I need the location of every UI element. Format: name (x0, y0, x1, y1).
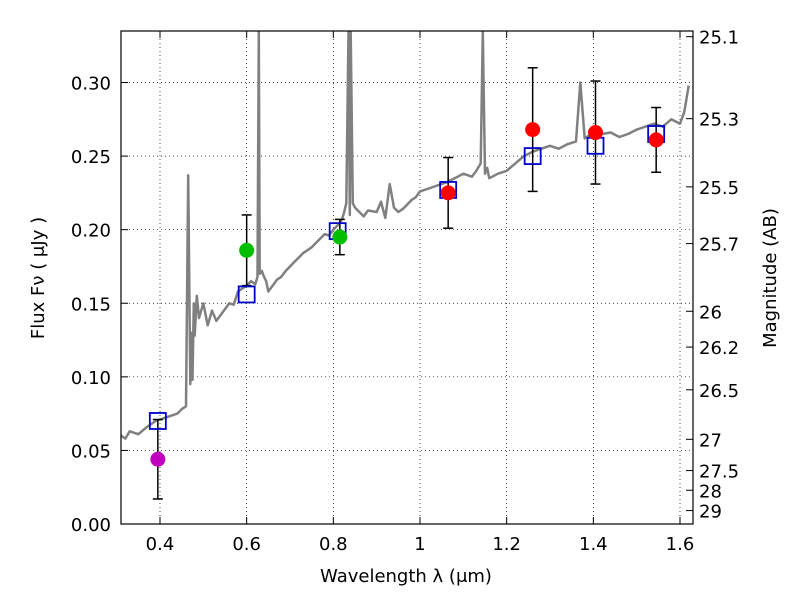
y2-tick-label: 25.7 (699, 235, 739, 256)
observed-point-marker (440, 185, 456, 201)
x-tick-label: 1 (414, 534, 425, 555)
y-tick-label: 0.15 (71, 294, 111, 315)
plot-frame (120, 30, 694, 525)
x-tick-label: 1.6 (666, 534, 695, 555)
y-tick-label: 0.10 (71, 368, 111, 389)
x-tick-label: 1.4 (579, 534, 608, 555)
y-axis-title: Flux Fν ( μJy ) (28, 217, 49, 339)
y2-tick-label: 25.5 (699, 178, 739, 199)
observed-point-marker (332, 229, 348, 245)
observed-point-marker (648, 132, 664, 148)
y2-axis-title: Magnitude (AB) (760, 208, 781, 348)
x-tick-label: 0.4 (146, 534, 175, 555)
x-axis-ticks: 0.4 0.6 0.8 1 1.2 1.4 1.6 (146, 31, 695, 555)
y2-tick-label: 25.3 (699, 110, 739, 131)
model-square-marker (523, 147, 542, 165)
model-square-marker (237, 285, 256, 304)
y-tick-label: 0.20 (71, 221, 111, 242)
y2-tick-label: 27.5 (699, 462, 739, 483)
model-spectrum-layer (120, 30, 690, 440)
y2-tick-label: 26.2 (699, 338, 739, 359)
y2-tick-label: 29 (699, 502, 722, 523)
y2-tick-label: 25.1 (699, 28, 739, 49)
y-tick-label: 0.30 (71, 74, 111, 95)
y2-tick-label: 26 (699, 302, 722, 323)
model-spectrum-line (120, 30, 690, 440)
x-tick-label: 1.2 (492, 534, 521, 555)
y-tick-label: 0.00 (71, 515, 111, 536)
grid-lines (121, 31, 693, 524)
y-tick-label: 0.05 (71, 441, 111, 462)
observed-point-marker (239, 242, 255, 258)
x-tick-label: 0.6 (232, 534, 261, 555)
observed-point-marker (525, 122, 541, 138)
x-axis-title: Wavelength λ (μm) (320, 566, 492, 587)
x-tick-label: 0.8 (319, 534, 348, 555)
observed-point-marker (150, 451, 166, 467)
y-tick-label: 0.25 (71, 147, 111, 168)
y2-tick-label: 27 (699, 430, 722, 451)
model-square-marker (148, 412, 167, 430)
data-markers (148, 122, 666, 467)
y2-tick-label: 26.5 (699, 381, 739, 402)
y2-tick-label: 28 (699, 481, 722, 502)
observed-point-marker (588, 125, 603, 141)
y-axis-ticks: 0.00 0.05 0.10 0.15 0.20 0.25 0.30 (71, 74, 128, 536)
